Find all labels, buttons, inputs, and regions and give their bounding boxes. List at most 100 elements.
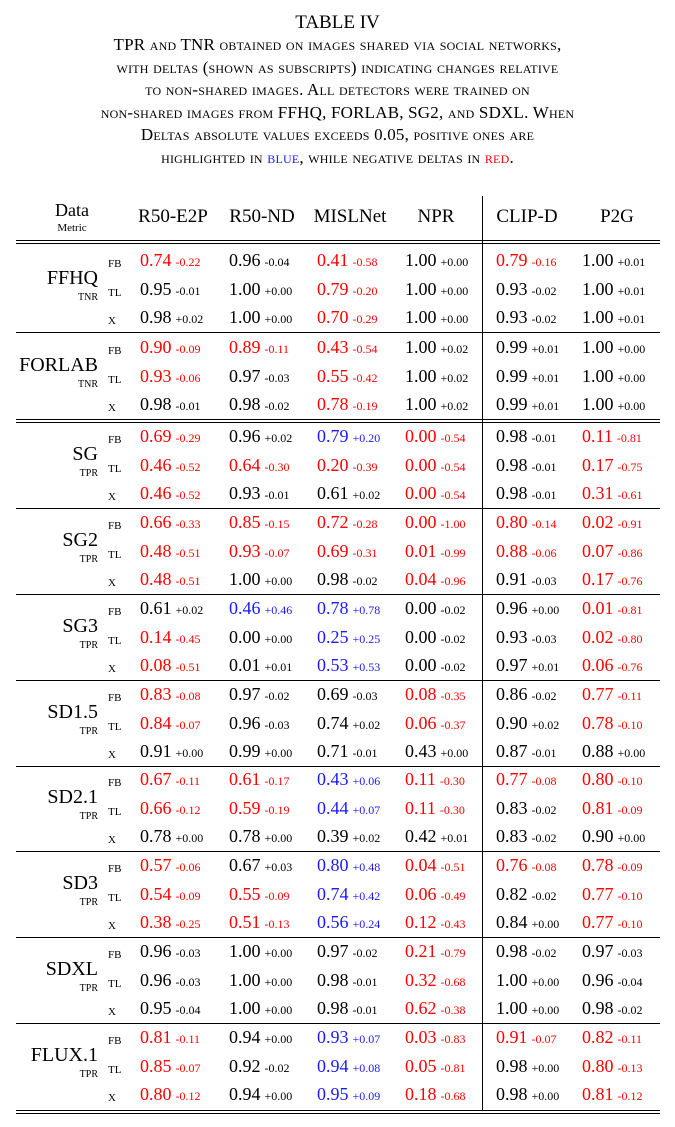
metric-cell: 0.78 +0.78	[317, 598, 380, 619]
metric-cell: 0.98 -0.01	[496, 483, 557, 504]
metric-delta: -0.07	[264, 545, 290, 560]
group-name: SD1.5	[47, 701, 98, 723]
metric-value: 0.56	[317, 912, 349, 933]
metric-cell: 0.98 -0.01	[140, 394, 201, 415]
row-label: TL	[108, 286, 122, 299]
group-rule	[16, 851, 660, 852]
metric-value: 0.98	[496, 1084, 528, 1105]
metric-value: 0.61	[140, 598, 172, 618]
metric-value: 0.04	[405, 569, 437, 590]
metric-value: 0.43	[405, 741, 437, 762]
metric-cell: 0.79 -0.20	[317, 279, 378, 300]
metric-delta: -0.52	[175, 488, 201, 503]
metric-value: 0.97	[496, 655, 528, 676]
metric-cell: 0.99 +0.01	[496, 337, 559, 358]
metric-cell: 0.32 -0.68	[405, 970, 466, 991]
metric-delta: -0.37	[440, 717, 466, 732]
metric-cell: 0.44 +0.07	[317, 798, 380, 819]
metric-cell: 0.78 -0.10	[582, 713, 643, 734]
metric-delta: +0.01	[617, 283, 646, 298]
metric-value: 0.55	[229, 883, 261, 904]
metric-cell: 1.00 +0.00	[229, 941, 292, 962]
row-label: FB	[108, 520, 122, 532]
metric-value: 0.07	[582, 540, 614, 561]
metric-value: 0.78	[317, 394, 349, 415]
metric-value: 0.53	[317, 655, 349, 676]
metric-cell: 0.74 -0.22	[140, 250, 201, 271]
metric-delta: -0.75	[617, 459, 643, 474]
metric-value: 1.00	[405, 394, 437, 415]
metric-value: 0.21	[405, 941, 437, 961]
metric-value: 1.00	[582, 365, 614, 386]
metric-value: 0.62	[405, 998, 437, 1019]
bottom-rule	[16, 1113, 660, 1114]
group-rule	[16, 332, 660, 333]
metric-cell: 0.87 -0.01	[496, 741, 557, 762]
group-name: FLUX.1	[30, 1044, 98, 1066]
metric-cell: 0.04 -0.96	[405, 569, 466, 590]
metric-delta: -0.54	[440, 431, 466, 445]
metric-value: 0.78	[582, 712, 614, 733]
metric-delta: -0.86	[617, 545, 643, 560]
metric-value: 0.61	[229, 769, 261, 789]
metric-delta: +0.00	[264, 831, 293, 846]
metric-cell: 0.38 -0.25	[140, 912, 201, 933]
metric-cell: 0.79 -0.16	[496, 250, 557, 271]
metric-cell: 0.48 -0.51	[140, 541, 201, 562]
metric-cell: 0.78 +0.00	[140, 826, 203, 847]
metric-delta: -0.10	[617, 917, 643, 932]
metric-delta: -0.02	[264, 399, 290, 414]
metric-delta: +0.06	[352, 774, 381, 788]
metric-cell: 0.98 -0.02	[229, 394, 290, 415]
group-name: SDXL	[45, 958, 98, 980]
metric-cell: 0.99 +0.01	[496, 394, 559, 415]
metric-delta: -0.11	[264, 342, 290, 356]
caption-line: TPR and TNR obtained on images shared vi…	[113, 35, 562, 54]
caption-line: to non-shared images. All detectors were…	[145, 80, 530, 99]
metric-value: 0.54	[140, 883, 172, 904]
metric-cell: 0.80 -0.13	[582, 1056, 643, 1077]
metric-value: 0.57	[140, 855, 172, 875]
metric-cell: 0.17 -0.76	[582, 569, 643, 590]
metric-cell: 0.56 +0.24	[317, 912, 380, 933]
group-rule	[16, 419, 660, 420]
header-rule	[16, 243, 660, 244]
metric-value: 1.00	[405, 365, 437, 386]
metric-cell: 0.81 -0.09	[582, 798, 643, 819]
metric-value: 0.43	[317, 769, 349, 789]
metric-value: 0.00	[405, 598, 437, 618]
group-name: SD2.1	[47, 786, 98, 808]
metric-delta: -0.12	[175, 802, 201, 817]
metric-delta: +0.00	[617, 342, 646, 356]
metric-cell: 0.46 -0.52	[140, 483, 201, 504]
metric-delta: +0.02	[175, 603, 204, 617]
metric-delta: +0.00	[264, 746, 293, 761]
metric-delta: -0.02	[440, 660, 466, 675]
metric-delta: +0.00	[617, 399, 646, 414]
metric-cell: 0.76 -0.08	[496, 855, 557, 876]
metric-delta: +0.07	[352, 802, 381, 817]
metric-cell: 0.02 -0.91	[582, 512, 643, 533]
metric-cell: 0.93 -0.02	[496, 279, 557, 300]
metric-cell: 0.69 -0.03	[317, 684, 378, 705]
row-label: X	[108, 920, 116, 933]
row-label: X	[108, 663, 116, 676]
metric-value: 0.72	[317, 512, 349, 532]
metric-delta: +0.00	[617, 831, 646, 846]
metric-delta: +0.02	[352, 717, 381, 732]
metric-cell: 0.98 +0.02	[140, 307, 203, 328]
metric-value: 0.81	[140, 1027, 172, 1047]
metric-value: 1.00	[582, 307, 614, 328]
metric-value: 0.98	[317, 969, 349, 990]
metric-delta: +0.00	[440, 255, 469, 269]
metric-cell: 0.97 +0.01	[496, 655, 559, 676]
metric-cell: 0.78 -0.09	[582, 855, 643, 876]
metric-cell: 0.42 +0.01	[405, 826, 468, 847]
metric-delta: -0.04	[175, 1003, 201, 1018]
metric-value: 1.00	[229, 307, 261, 328]
metric-cell: 0.00 -1.00	[405, 512, 466, 533]
metric-value: 0.99	[496, 394, 528, 415]
metric-value: 0.17	[582, 454, 614, 475]
metric-delta: -0.11	[617, 689, 643, 703]
metric-cell: 1.00 +0.02	[405, 394, 468, 415]
